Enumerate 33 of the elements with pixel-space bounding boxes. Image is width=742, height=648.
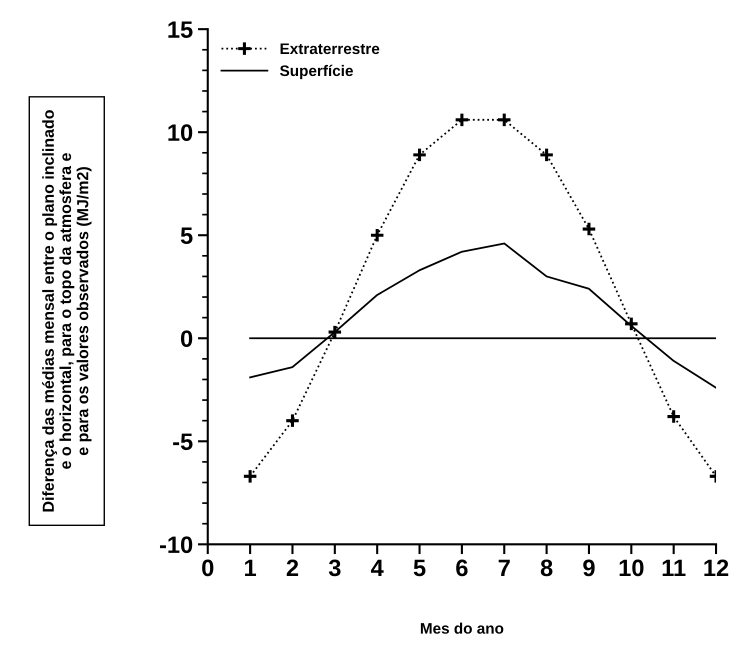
legend-label: Extraterrestre [280,43,380,54]
point [538,147,554,163]
y-tick-label: -10 [160,536,192,554]
x-tick-label: 5 [414,560,426,576]
y-tick-label: 5 [180,228,193,244]
x-tick-label: 4 [370,560,384,576]
point [624,316,640,332]
point [454,112,470,128]
y-axis-title: Diferença das médias mensal entre o plano inclinado e o horizontal, para o topo da atmosfera e e para os valores observados (MJ/m2) [42,110,92,512]
point [666,408,682,424]
point [581,221,597,237]
point [496,112,512,128]
x-tick-label: 2 [286,560,298,576]
x-tick-label: 7 [498,560,510,576]
x-tick-label: 11 [662,560,686,576]
x-tick-label: 6 [456,560,468,576]
x-tick-label: 9 [583,560,595,576]
x-tick-label: 12 [704,560,728,576]
y-tick-label: 0 [180,330,192,348]
x-tick-label: 8 [540,560,552,576]
x-axis-title: Mes do ano [420,622,504,634]
point [284,412,300,428]
y-tick-label: 15 [168,21,193,38]
x-tick-label: 0 [202,560,214,576]
x-tick-label: 3 [328,560,341,576]
legend-label: Superfície [280,64,353,80]
x-tick-label: 1 [245,560,256,576]
x-tick-label: 10 [620,560,644,576]
y-tick-label: 10 [168,124,192,141]
point [242,468,258,484]
point [369,227,385,244]
point [412,147,428,163]
y-tick-label: -5 [173,434,193,450]
